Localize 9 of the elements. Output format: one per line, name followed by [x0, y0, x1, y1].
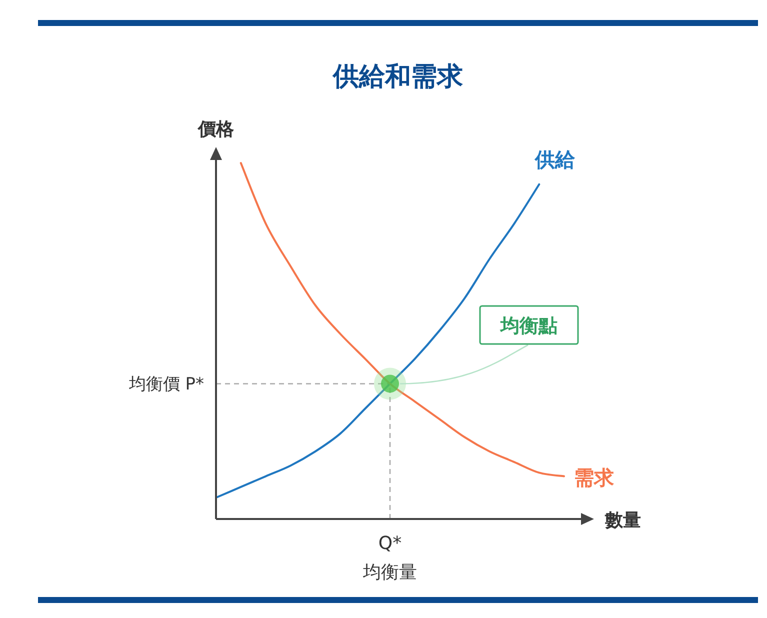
chart-title: 供給和需求 [332, 62, 464, 92]
annotation: 均衡點 [500, 315, 558, 337]
y-axis-title: 價格 [197, 119, 235, 140]
text: Q* [378, 533, 402, 554]
series-label: 供給 [534, 147, 576, 172]
x-axis-title: 數量 [604, 510, 641, 531]
text: 均衡量 [362, 562, 417, 583]
series-label: 需求 [574, 465, 615, 490]
ref-line-label: 均衡價 P* [128, 374, 204, 395]
